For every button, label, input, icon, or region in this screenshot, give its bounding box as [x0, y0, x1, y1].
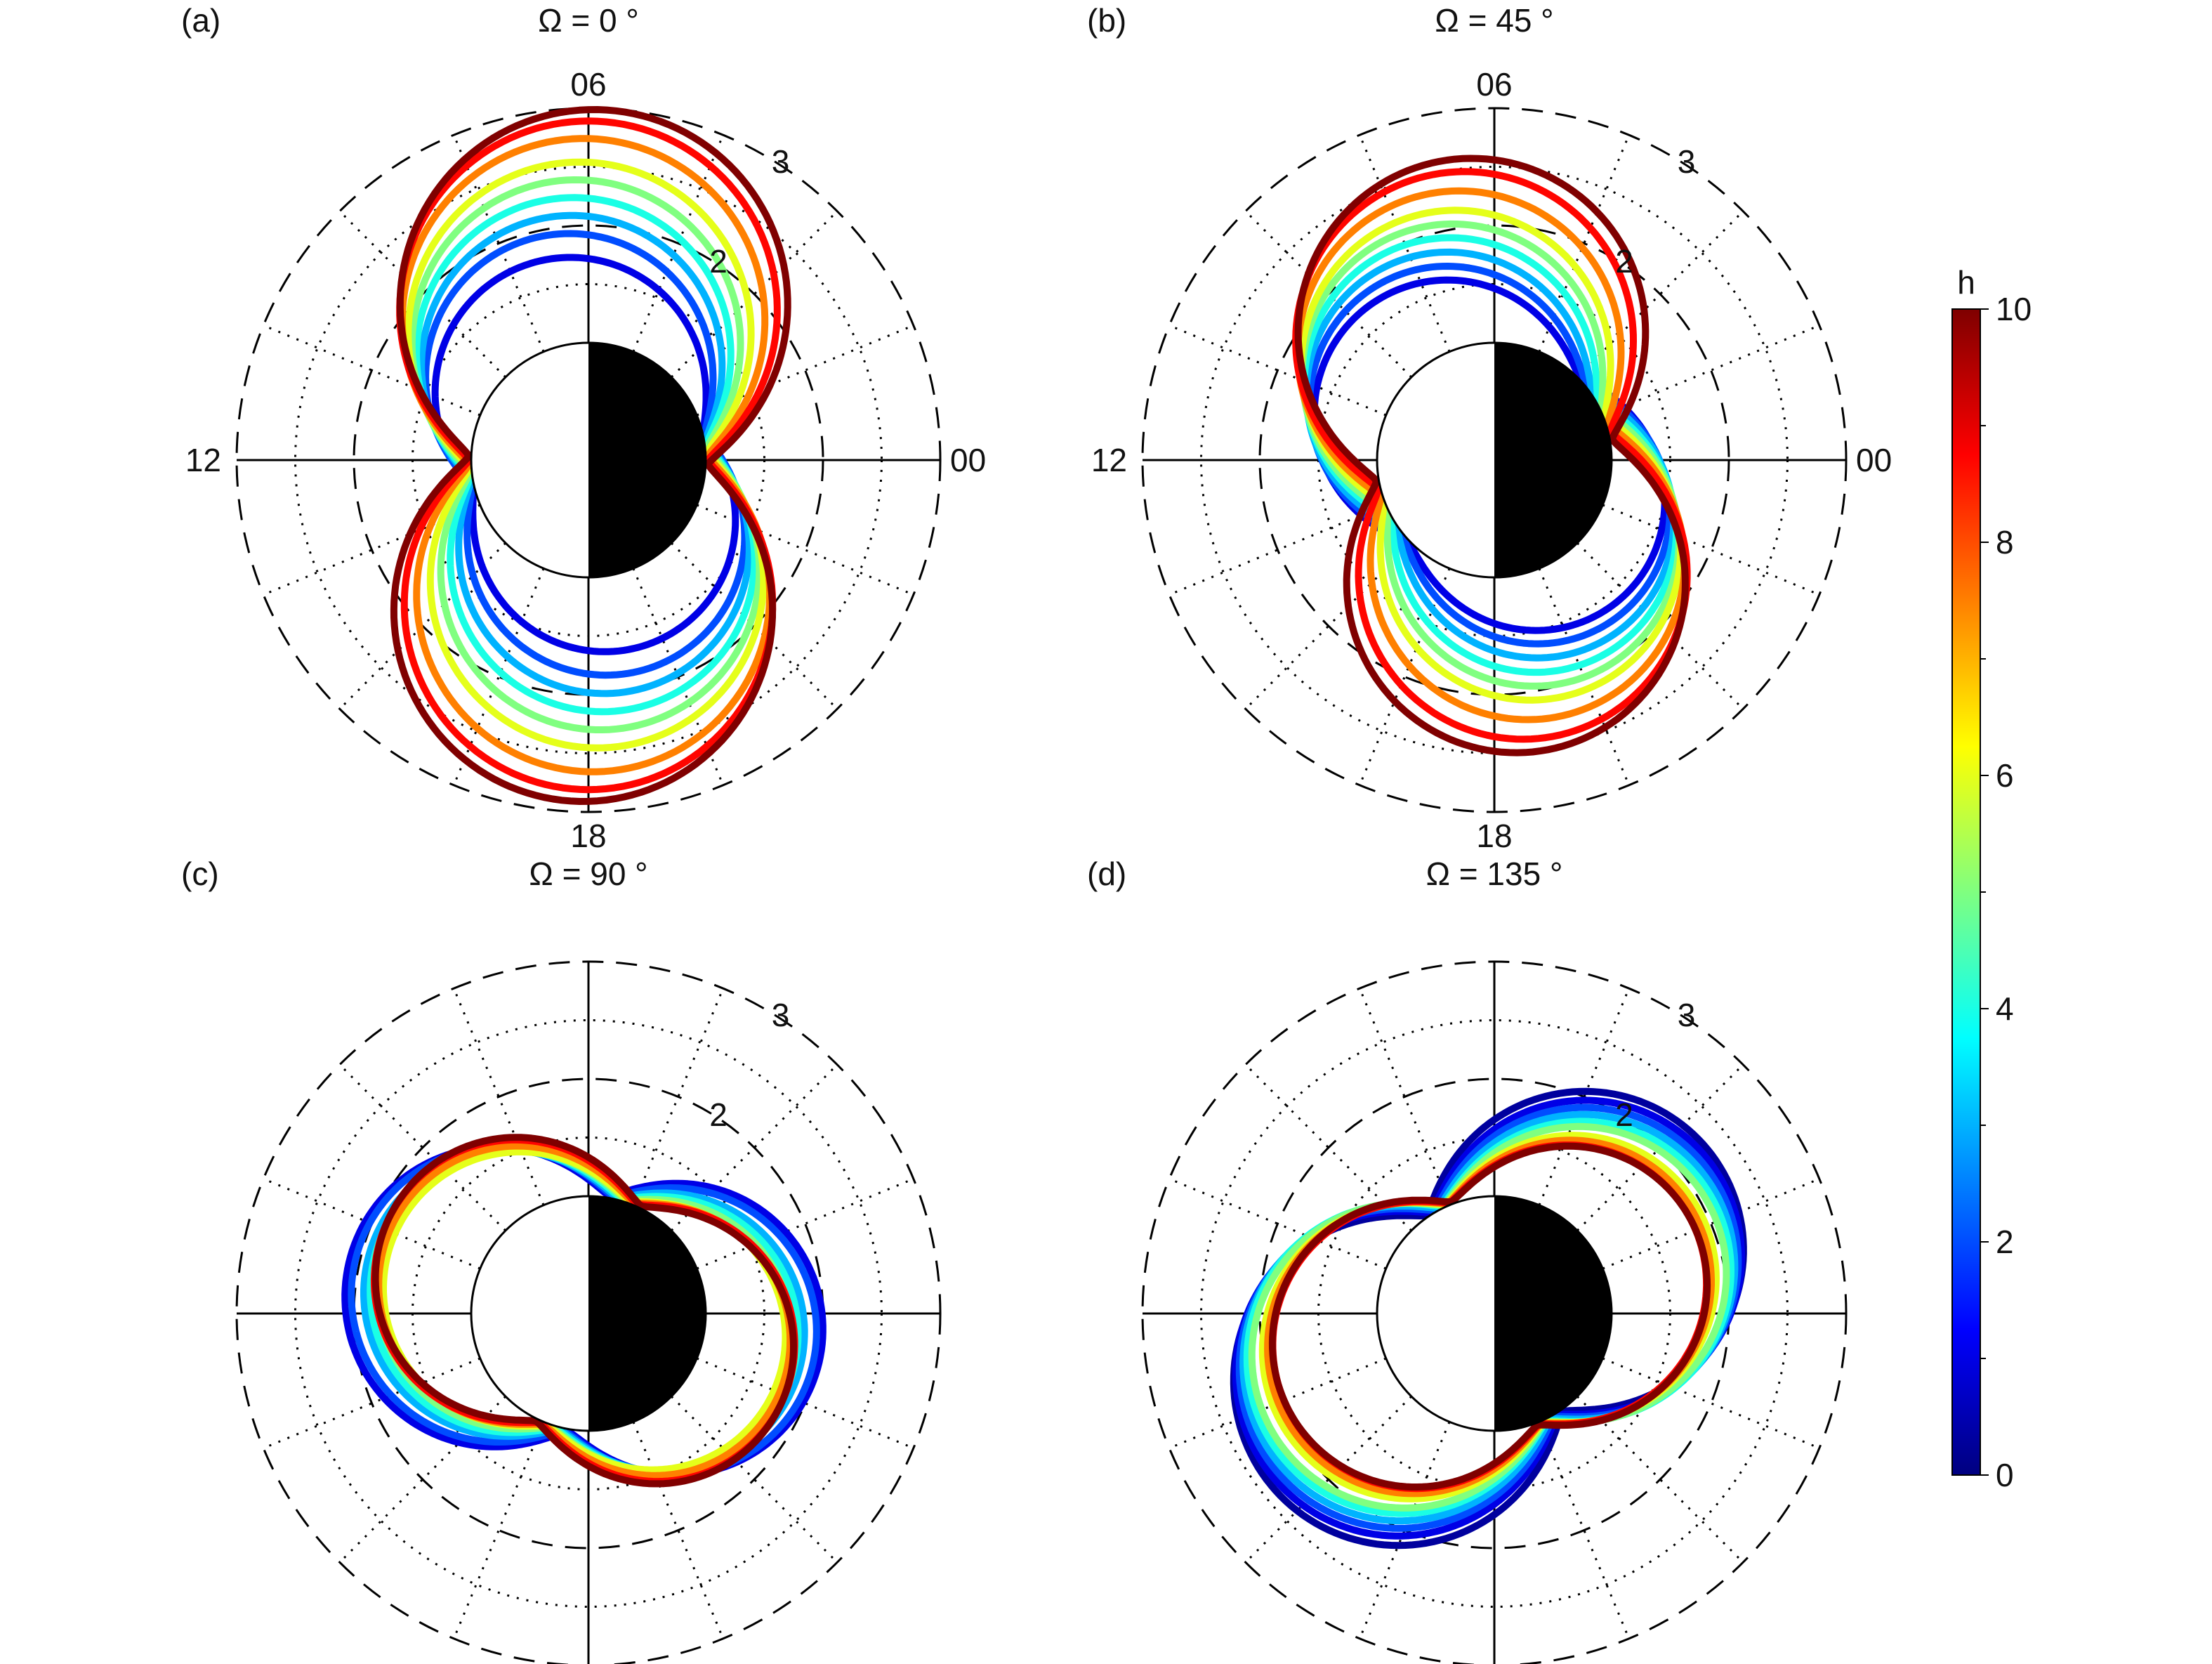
polar-panel: 2 3 06 18 12 00 (b) Ω = 45 ° [1087, 2, 1892, 854]
panel-title: Ω = 45 ° [1435, 2, 1553, 39]
panel-label: (a) [181, 2, 220, 39]
ring-label: 3 [1678, 143, 1696, 180]
earth-nightside [588, 343, 706, 577]
colorbar-ticks: 0 2 4 6 8 10 [1980, 291, 2032, 1493]
series-curve [1292, 168, 1691, 743]
series-curve [371, 1134, 797, 1488]
ring-label: 2 [709, 243, 728, 280]
earth-outline [470, 341, 707, 579]
earth-nightside [1494, 343, 1612, 577]
panel-label: (c) [181, 856, 219, 892]
colorbar-title: h [1957, 264, 1975, 301]
series-curve [1268, 1142, 1711, 1491]
mlt-label-left: 12 [1091, 442, 1127, 478]
colorbar-tick-label: 6 [1996, 757, 2014, 794]
colorbar-tick-label: 4 [1996, 990, 2014, 1027]
ring-label: 2 [1615, 1096, 1633, 1133]
series-curve [1294, 155, 1689, 756]
earth-outline [1376, 341, 1613, 579]
panels: 2 3 06 18 12 00 (a) Ω = 0 ° 2 3 06 18 12 00 (b) Ω = 45 … [181, 2, 1892, 1664]
series-curve [1298, 220, 1683, 690]
ring-label: 3 [772, 143, 790, 180]
colorbar-tick-label: 0 [1996, 1457, 2014, 1493]
mlt-label-left: 12 [185, 442, 221, 478]
earth-outline [470, 1195, 707, 1432]
ring-label: 3 [772, 997, 790, 1033]
series-curve [390, 106, 791, 805]
earth-outline [1376, 1195, 1613, 1432]
mlt-label-top: 06 [1476, 66, 1512, 103]
colorbar: h 0 2 4 6 8 10 [1951, 264, 2032, 1493]
polar-panel: 2 3 06 18 12 00 (a) Ω = 0 ° [181, 2, 986, 854]
mlt-label-right: 00 [1856, 442, 1892, 478]
ring-label: 3 [1678, 997, 1696, 1033]
radial-spoke [452, 1421, 545, 1639]
earth-dayside [471, 343, 588, 577]
ring-label: 2 [709, 1096, 728, 1133]
earth-nightside [588, 1196, 706, 1431]
earth-dayside [1377, 1196, 1494, 1431]
panel-title: Ω = 135 ° [1426, 856, 1563, 892]
earth-nightside [1494, 1196, 1612, 1431]
earth-dayside [1377, 343, 1494, 577]
panel-title: Ω = 90 ° [529, 856, 647, 892]
mlt-label-bottom: 18 [1476, 818, 1512, 854]
mlt-label-right: 00 [950, 442, 986, 478]
panel-label: (b) [1087, 2, 1126, 39]
series-curve [1294, 187, 1688, 723]
ring-label: 2 [1615, 243, 1633, 280]
colorbar-tick-label: 10 [1996, 291, 2032, 327]
mlt-label-bottom: 18 [570, 818, 606, 854]
panel-label: (d) [1087, 856, 1126, 892]
earth-dayside [471, 1196, 588, 1431]
panel-title: Ω = 0 ° [538, 2, 639, 39]
series-curve [1298, 207, 1685, 704]
polar-panel: 2 3 (d) Ω = 135 ° [1087, 856, 1848, 1664]
colorbar-gradient [1951, 308, 1981, 1476]
polar-panel: 2 3 (c) Ω = 90 ° [181, 856, 942, 1664]
mlt-label-top: 06 [570, 66, 606, 103]
colorbar-tick-label: 2 [1996, 1224, 2014, 1260]
colorbar-tick-label: 8 [1996, 524, 2014, 561]
